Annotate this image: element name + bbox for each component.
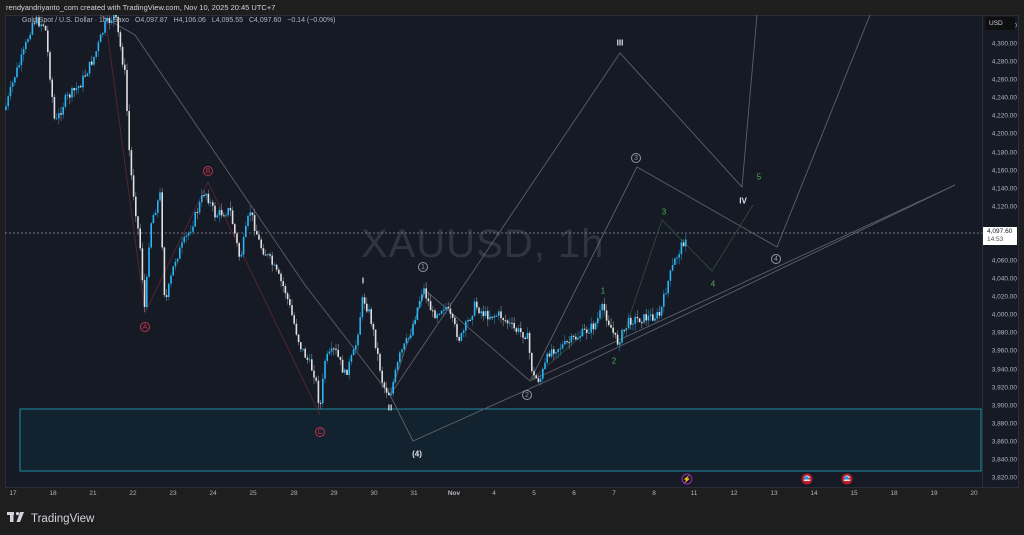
price-tick: 4,240.00	[991, 94, 1017, 102]
us-flag-event-icon[interactable]	[801, 473, 813, 485]
price-tick: 4,060.00	[991, 257, 1017, 265]
price-tick: 4,160.00	[991, 167, 1017, 175]
time-tick: 22	[129, 490, 137, 497]
wave-label-iv[interactable]: IV	[739, 196, 747, 206]
time-axis[interactable]: 17 18 21 22 23 24 25 28 29 30 31 Nov 4 5 6 7 8 11 12 13 14 15…	[5, 487, 982, 501]
price-tick: 3,880.00	[991, 420, 1017, 428]
wave-label-circled-4[interactable]: 4	[771, 254, 781, 264]
price-tick: 4,200.00	[991, 130, 1017, 138]
wave-label-circled-3[interactable]: 3	[631, 153, 641, 163]
bar-countdown: 14:53	[987, 236, 1004, 243]
price-tick: 4,300.00	[991, 40, 1017, 48]
current-price-label: 4,097.60 14:53	[983, 227, 1017, 245]
price-tick: 4,220.00	[991, 112, 1017, 120]
wave-label-green-3[interactable]: 3	[661, 207, 667, 217]
time-tick: 30	[370, 490, 378, 497]
brand-name: TradingView	[31, 512, 95, 525]
price-tick: 4,260.00	[991, 76, 1017, 84]
price-tick: 3,920.00	[991, 384, 1017, 392]
symbol-watermark: XAUUSD, 1h	[361, 222, 605, 266]
time-tick: 19	[930, 490, 938, 497]
flag-canton	[804, 476, 809, 480]
abc-lines	[104, 15, 321, 416]
time-tick: 11	[690, 490, 698, 497]
time-tick: 6	[572, 490, 576, 497]
chart-credit: rendyandriyanto_com created with Trading…	[6, 3, 276, 12]
time-tick: 14	[810, 490, 818, 497]
time-tick: 17	[9, 490, 17, 497]
wave-label-green-4[interactable]: 4	[710, 279, 716, 289]
wave-label-green-2[interactable]: 2	[611, 356, 617, 366]
time-tick: 12	[730, 490, 738, 497]
time-tick: 18	[49, 490, 57, 497]
currency-button[interactable]: USD	[985, 17, 1015, 30]
wave-label-circled-2[interactable]: 2	[522, 390, 532, 400]
subwave-lines	[529, 204, 754, 382]
price-tick: 3,940.00	[991, 366, 1017, 374]
flag-canton	[844, 476, 849, 480]
support-zone	[19, 408, 982, 472]
wave-label-iii[interactable]: III	[616, 38, 624, 48]
us-flag-event-icon[interactable]	[841, 473, 853, 485]
time-tick: 4	[492, 490, 496, 497]
candlesticks	[5, 15, 687, 409]
price-tick: 4,140.00	[991, 185, 1017, 193]
price-chart-svg	[5, 15, 982, 472]
price-tick: 3,980.00	[991, 329, 1017, 337]
price-tick: 4,120.00	[991, 203, 1017, 211]
time-tick: 8	[652, 490, 656, 497]
wave-label-a[interactable]: A	[140, 322, 150, 332]
price-tick: 4,180.00	[991, 149, 1017, 157]
price-tick: 4,000.00	[991, 311, 1017, 319]
tradingview-logo-icon	[7, 512, 27, 525]
time-tick: 13	[770, 490, 778, 497]
ohlc-legend: Gold Spot / U.S. Dollar · 1h · Saxo O4,0…	[22, 17, 340, 24]
price-tick: 3,820.00	[991, 474, 1017, 482]
open-value: O4,097.87	[134, 17, 168, 24]
wave-label-green-5[interactable]: 5	[756, 172, 762, 182]
time-tick: 24	[209, 490, 217, 497]
tv-logo-svg	[7, 512, 24, 522]
current-price-value: 4,097.60	[987, 228, 1013, 235]
price-tick: 3,900.00	[991, 402, 1017, 410]
wave-label-green-1[interactable]: 1	[600, 286, 606, 296]
price-tick: 4,020.00	[991, 293, 1017, 301]
time-tick: 7	[612, 490, 616, 497]
time-tick: 29	[330, 490, 338, 497]
symbol-description[interactable]: Gold Spot / U.S. Dollar · 1h · Saxo	[22, 17, 129, 24]
time-tick: Nov	[447, 490, 461, 497]
price-tick: 4,040.00	[991, 275, 1017, 283]
time-tick: 20	[970, 490, 978, 497]
chart-pane[interactable]: Gold Spot / U.S. Dollar · 1h · Saxo O4,0…	[5, 15, 982, 488]
wave-label-c[interactable]: C	[315, 427, 325, 437]
time-tick: 31	[410, 490, 418, 497]
time-tick: 15	[850, 490, 858, 497]
low-value: L4,095.55	[211, 17, 244, 24]
high-value: H4,106.06	[173, 17, 206, 24]
wave-label-ii[interactable]: II	[387, 403, 393, 413]
lightning-event-icon[interactable]: ⚡	[681, 473, 693, 485]
time-tick: 5	[532, 490, 536, 497]
wave-label-paren-4[interactable]: (4)	[412, 449, 422, 459]
time-tick: 21	[89, 490, 97, 497]
price-axis[interactable]: 4,320.004,300.004,280.004,260.004,240.00…	[982, 15, 1020, 488]
wave-label-circled-1[interactable]: 1	[418, 262, 428, 272]
price-tick: 3,860.00	[991, 438, 1017, 446]
wave-label-b[interactable]: B	[203, 166, 213, 176]
time-tick: 23	[169, 490, 177, 497]
time-tick: 28	[290, 490, 298, 497]
change-value: −0.14 (−0.00%)	[287, 17, 336, 24]
time-tick: 18	[890, 490, 898, 497]
price-tick: 3,840.00	[991, 456, 1017, 464]
price-tick: 4,280.00	[991, 58, 1017, 66]
price-tick: 3,960.00	[991, 347, 1017, 355]
time-tick: 25	[249, 490, 257, 497]
close-value: C4,097.60	[248, 17, 282, 24]
wave-label-i[interactable]: I	[361, 276, 365, 286]
tradingview-brand: TradingView	[7, 512, 94, 525]
